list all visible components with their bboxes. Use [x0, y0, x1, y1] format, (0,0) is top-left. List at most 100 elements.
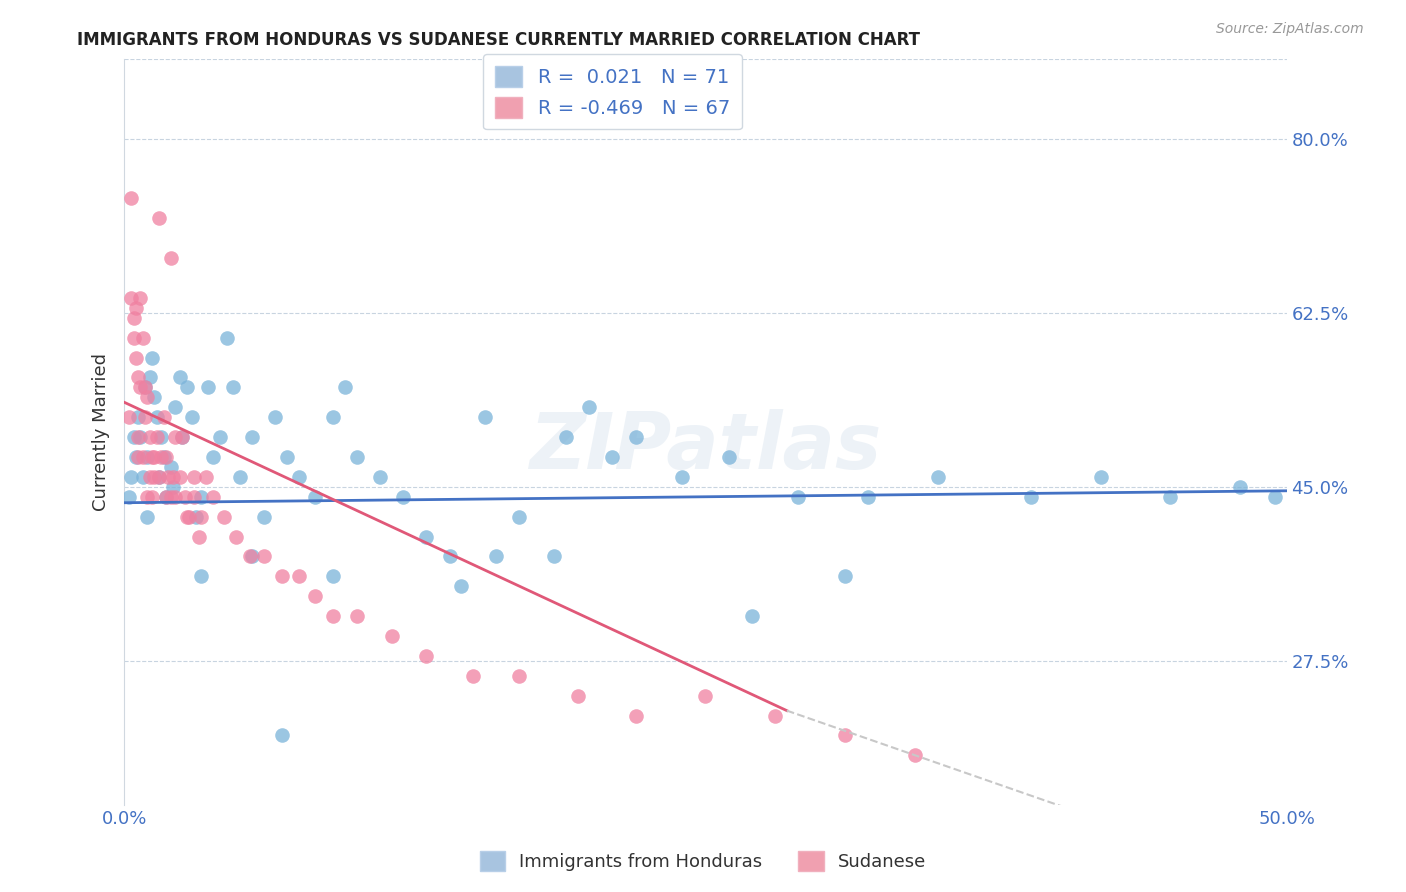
Point [322, 569, 344, 583]
Point [162, 480, 184, 494]
Point [1264, 490, 1286, 504]
Point [904, 748, 927, 763]
Point [543, 549, 565, 564]
Point [165, 401, 187, 415]
Point [172, 430, 194, 444]
Point [1159, 490, 1181, 504]
Point [176, 380, 198, 394]
Point [201, 490, 224, 504]
Point [304, 589, 326, 603]
Point [159, 459, 181, 474]
Point [173, 490, 195, 504]
Point [346, 609, 368, 624]
Point [1090, 470, 1112, 484]
Point [461, 669, 484, 683]
Point [225, 530, 247, 544]
Point [159, 251, 181, 265]
Point [240, 549, 263, 564]
Point [127, 410, 149, 425]
Text: IMMIGRANTS FROM HONDURAS VS SUDANESE CURRENTLY MARRIED CORRELATION CHART: IMMIGRANTS FROM HONDURAS VS SUDANESE CUR… [77, 31, 921, 49]
Point [717, 450, 740, 464]
Point [179, 509, 201, 524]
Point [190, 509, 212, 524]
Point [141, 450, 163, 464]
Point [122, 430, 145, 444]
Point [136, 509, 159, 524]
Point [145, 410, 167, 425]
Point [132, 331, 155, 345]
Point [150, 450, 173, 464]
Point [380, 629, 402, 643]
Point [122, 331, 145, 345]
Point [136, 490, 159, 504]
Point [165, 430, 187, 444]
Point [141, 351, 163, 365]
Point [169, 470, 191, 484]
Point [287, 569, 309, 583]
Point [392, 490, 415, 504]
Point [450, 579, 472, 593]
Point [152, 450, 174, 464]
Point [763, 708, 786, 723]
Point [143, 450, 166, 464]
Point [180, 410, 202, 425]
Point [567, 689, 589, 703]
Point [264, 410, 287, 425]
Point [271, 569, 294, 583]
Point [120, 191, 142, 205]
Point [439, 549, 461, 564]
Point [183, 490, 205, 504]
Point [834, 729, 856, 743]
Point [145, 430, 167, 444]
Point [834, 569, 856, 583]
Legend: R =  0.021   N = 71, R = -0.469   N = 67: R = 0.021 N = 71, R = -0.469 N = 67 [484, 54, 741, 129]
Point [136, 450, 159, 464]
Point [222, 380, 245, 394]
Point [208, 430, 231, 444]
Point [333, 380, 356, 394]
Point [139, 470, 162, 484]
Point [143, 470, 166, 484]
Point [253, 509, 276, 524]
Point [136, 390, 159, 404]
Point [148, 470, 170, 484]
Point [155, 490, 177, 504]
Point [129, 291, 152, 305]
Legend: Immigrants from Honduras, Sudanese: Immigrants from Honduras, Sudanese [472, 844, 934, 879]
Point [485, 549, 508, 564]
Point [212, 509, 235, 524]
Point [474, 410, 496, 425]
Point [287, 470, 309, 484]
Point [134, 410, 156, 425]
Point [143, 390, 166, 404]
Point [190, 490, 212, 504]
Point [125, 450, 148, 464]
Point [197, 380, 219, 394]
Text: Source: ZipAtlas.com: Source: ZipAtlas.com [1216, 22, 1364, 37]
Point [127, 450, 149, 464]
Point [127, 430, 149, 444]
Point [118, 490, 141, 504]
Text: ZIPatlas: ZIPatlas [529, 409, 882, 485]
Point [253, 549, 276, 564]
Point [624, 430, 647, 444]
Point [304, 490, 326, 504]
Point [927, 470, 949, 484]
Point [125, 351, 148, 365]
Point [1019, 490, 1042, 504]
Point [150, 430, 173, 444]
Point [415, 530, 437, 544]
Point [240, 430, 263, 444]
Point [132, 450, 155, 464]
Point [508, 509, 530, 524]
Point [194, 470, 217, 484]
Point [415, 648, 437, 663]
Point [856, 490, 879, 504]
Point [229, 470, 252, 484]
Point [148, 211, 170, 226]
Point [602, 450, 624, 464]
Point [134, 380, 156, 394]
Point [172, 430, 194, 444]
Point [152, 410, 174, 425]
Point [118, 410, 141, 425]
